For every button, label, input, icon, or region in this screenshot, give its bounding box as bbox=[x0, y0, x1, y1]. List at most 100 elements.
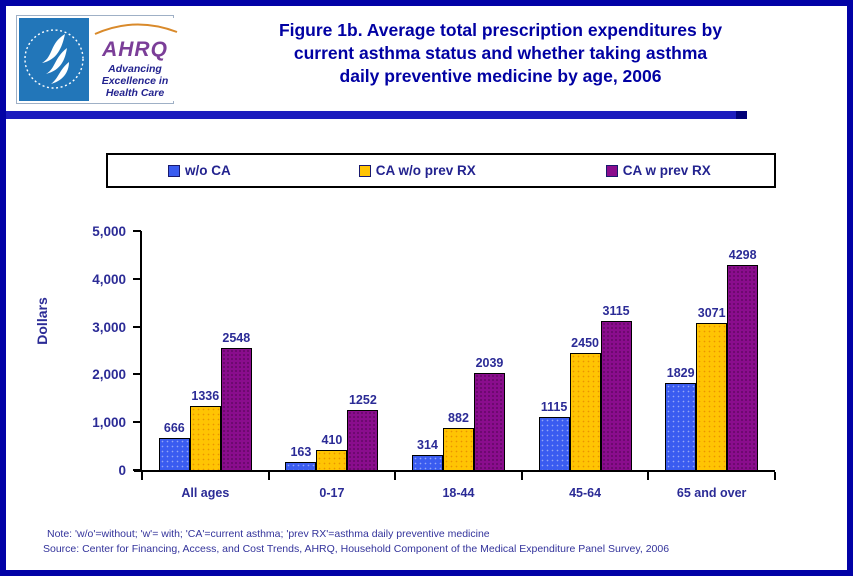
y-tick-label: 4,000 bbox=[92, 271, 126, 287]
bar-value-label: 1336 bbox=[191, 389, 220, 403]
ahrq-tagline-line1: Advancing bbox=[108, 63, 162, 75]
source-text: Source: Center for Financing, Access, an… bbox=[43, 543, 670, 555]
bar-group: 314 882 2039 bbox=[395, 231, 522, 470]
bar-group: 1115 2450 3115 bbox=[522, 231, 649, 470]
y-axis-tick bbox=[133, 421, 141, 424]
bar-slot: 2450 bbox=[569, 336, 601, 470]
bar-slot: 2548 bbox=[220, 331, 252, 470]
bar-slot: 4298 bbox=[727, 248, 759, 470]
y-tick-label: 3,000 bbox=[92, 319, 126, 335]
ahrq-acronym: AHRQ bbox=[102, 38, 168, 61]
category-label: All ages bbox=[181, 486, 230, 500]
category-label: 0-17 bbox=[319, 486, 345, 500]
category-label: 45-64 bbox=[569, 486, 602, 500]
bar-group: 1829 3071 4298 bbox=[648, 231, 775, 470]
bar-slot: 882 bbox=[442, 411, 474, 470]
ahrq-tagline-line2: Excellence in bbox=[101, 75, 169, 87]
y-axis bbox=[140, 231, 142, 472]
bar bbox=[316, 450, 348, 470]
bar bbox=[569, 353, 601, 470]
bar-slot: 666 bbox=[158, 421, 190, 470]
bar-group: 666 1336 2548 bbox=[142, 231, 269, 470]
bar bbox=[665, 383, 697, 470]
legend-item-label: CA w prev RX bbox=[622, 163, 711, 178]
bar-slot: 163 bbox=[285, 445, 317, 470]
x-axis bbox=[134, 470, 775, 472]
category-label: 18-44 bbox=[442, 486, 475, 500]
bar-slot: 1829 bbox=[665, 366, 697, 470]
legend-item-label: w/o CA bbox=[185, 163, 231, 178]
y-axis-tick bbox=[133, 373, 141, 376]
bar bbox=[189, 406, 221, 470]
bar bbox=[442, 428, 474, 470]
bar-slot: 1336 bbox=[189, 389, 221, 470]
bar-value-label: 1829 bbox=[666, 366, 695, 380]
y-axis-tick bbox=[133, 469, 141, 471]
legend-swatch bbox=[358, 164, 371, 177]
x-axis-tick bbox=[647, 472, 650, 480]
title-line-2: current asthma status and whether taking… bbox=[293, 43, 708, 63]
bar-value-label: 1252 bbox=[348, 393, 377, 407]
bar bbox=[538, 417, 570, 470]
bar-slot: 1115 bbox=[538, 400, 570, 470]
ahrq-tagline: Advancing Excellence in Health Care bbox=[89, 63, 181, 99]
y-tick-label: 1,000 bbox=[92, 415, 126, 431]
bar-value-label: 2450 bbox=[571, 336, 599, 350]
bar-value-label: 4298 bbox=[728, 248, 757, 262]
y-tick-label: 2,000 bbox=[92, 367, 126, 383]
title-line-1: Figure 1b. Average total prescription ex… bbox=[278, 20, 723, 40]
ahrq-hhs-logo: AHRQ Advancing Excellence in Health Care bbox=[16, 15, 181, 104]
note-text: Note: 'w/o'=without; 'w'= with; 'CA'=cur… bbox=[47, 528, 490, 540]
footnotes: Note: 'w/o'=without; 'w'= with; 'CA'=cur… bbox=[43, 527, 837, 557]
hhs-seal bbox=[19, 18, 89, 101]
x-axis-tick bbox=[774, 472, 776, 480]
legend-item: CA w prev RX bbox=[605, 163, 711, 178]
x-axis-tick bbox=[520, 472, 523, 480]
ahrq-logo: AHRQ Advancing Excellence in Health Care bbox=[89, 18, 181, 101]
y-tick-label: 0 bbox=[118, 463, 126, 478]
bar-slot: 410 bbox=[316, 433, 348, 470]
x-axis-tick bbox=[394, 472, 397, 480]
legend: w/o CA CA w/o prev RX CA w prev RX bbox=[106, 153, 776, 188]
bar bbox=[411, 455, 443, 470]
x-axis-tick bbox=[141, 472, 143, 480]
bar-groups: 666 1336 2548 163 410 1252 314 882 2039 1115 2450 3… bbox=[142, 231, 775, 470]
title-line-3: daily preventive medicine by age, 2006 bbox=[339, 66, 662, 86]
y-axis-label: Dollars bbox=[34, 297, 50, 345]
y-tick-label: 5,000 bbox=[92, 224, 126, 239]
bar-value-label: 410 bbox=[321, 433, 343, 447]
bar bbox=[696, 323, 728, 470]
bar bbox=[347, 410, 379, 470]
bar-value-label: 163 bbox=[290, 445, 312, 459]
header-divider-rule bbox=[6, 111, 747, 119]
bar-value-label: 666 bbox=[163, 421, 185, 435]
legend-item: w/o CA bbox=[168, 163, 231, 178]
bar-slot: 314 bbox=[411, 438, 443, 470]
bar bbox=[600, 321, 632, 470]
y-axis-tick bbox=[133, 230, 141, 232]
bar-slot: 2039 bbox=[473, 356, 505, 470]
legend-swatch bbox=[605, 164, 618, 177]
bar-slot: 3115 bbox=[600, 304, 632, 470]
y-axis-tick bbox=[133, 277, 141, 280]
category-labels: All ages 0-17 18-44 45-64 65 and over bbox=[142, 486, 775, 500]
category-label: 65 and over bbox=[676, 486, 747, 500]
ahrq-tagline-line3: Health Care bbox=[105, 87, 165, 99]
bar bbox=[158, 438, 190, 470]
ahrq-swoosh-icon bbox=[94, 23, 178, 35]
bar-value-label: 2039 bbox=[475, 356, 504, 370]
bar-value-label: 1115 bbox=[540, 400, 568, 414]
page-title: Figure 1b. Average total prescription ex… bbox=[178, 19, 823, 88]
bar-slot: 3071 bbox=[696, 306, 728, 470]
bar-slot: 1252 bbox=[347, 393, 379, 470]
bar-value-label: 882 bbox=[448, 411, 469, 425]
hhs-eagle-icon bbox=[24, 29, 84, 89]
bar-value-label: 3115 bbox=[602, 304, 630, 318]
bar bbox=[727, 265, 759, 470]
legend-item: CA w/o prev RX bbox=[358, 163, 476, 178]
bar-value-label: 314 bbox=[417, 438, 438, 452]
bar-group: 163 410 1252 bbox=[269, 231, 396, 470]
plot-area: 666 1336 2548 163 410 1252 314 882 2039 1115 2450 3… bbox=[92, 224, 776, 480]
bar bbox=[285, 462, 317, 470]
